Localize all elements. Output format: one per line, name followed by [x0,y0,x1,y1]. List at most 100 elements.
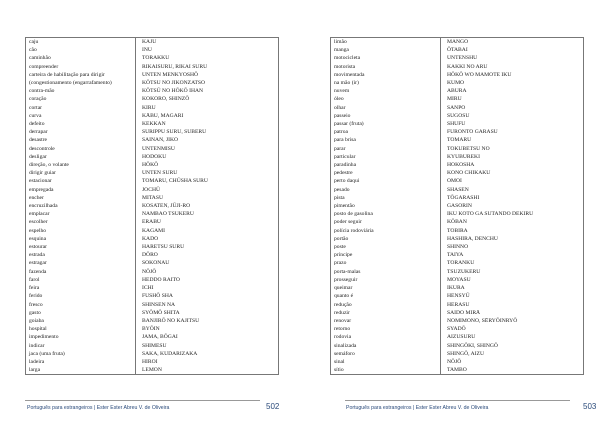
japanese-term: KŌTSU NO JIKONZATSO [142,80,206,87]
japanese-term: KAGAMI [142,227,165,234]
japanese-term: TOMARU [447,137,472,144]
table-row: ladeira HIROI [25,357,279,367]
table-row: feira ICHI [25,284,279,293]
footer-text: Português para estrangeiros | Ester Este… [346,405,489,411]
japanese-term: SHASEN [447,186,469,193]
table-row: (congestionamento (engarrafamento) KŌTSU … [25,79,279,88]
table-row: paradinha HOKOSHA [330,161,584,170]
japanese-term: KŌBAN [447,219,467,226]
table-row: hospital BYŌIN [25,325,279,334]
portuguese-term: sinalizada [330,341,441,350]
portuguese-term: encher [25,193,136,203]
japanese-term: IKU KOTO GA SUTANDO DEKIRU [447,211,534,218]
page-number: 502 [266,402,280,411]
japanese-term: SYADŌ [447,326,466,333]
portuguese-term: porta-malas [330,267,441,276]
japanese-term: JOCHŪ [142,186,161,193]
portuguese-term: paradinha [330,161,441,170]
table-row: caju KAJU [25,37,279,47]
table-row: passar (fruta) SHUFU [330,120,584,129]
portuguese-term: impedimento [25,333,136,342]
japanese-term: KAKKI NO ARU [447,63,488,70]
table-row: patroa FURONTO GARASU [330,128,584,137]
portuguese-term: dirigir guiar [25,169,136,178]
portuguese-term: emplacar [25,210,136,219]
japanese-term: KADO [142,235,159,242]
portuguese-term: poder seguir [330,218,441,227]
japanese-term: TSUZUKERU [447,268,481,275]
japanese-term: SAINAN, JIKO [142,137,179,144]
table-row: farol HEDDO RAITO [25,275,279,285]
japanese-term: SOKONAU [142,260,170,267]
table-row: encruzilhada KOSATEN, JŪJI-RO [25,202,279,211]
japanese-term: NŌJŌ [447,358,462,365]
portuguese-term: desligar [25,152,136,162]
table-row: defeito KEKKAN [25,120,279,129]
japanese-term: ERABU [142,219,161,226]
japanese-term: HASHIRA, DENCHU [447,235,498,242]
portuguese-term: fazenda [25,267,136,276]
table-row: pimentão GASORIN [330,202,584,211]
portuguese-term: ladeira [25,357,136,367]
table-row: passeio SUGOSU [330,111,584,121]
table-row: rodovia AIZUSURU [330,333,584,342]
portuguese-term: sinal [330,357,441,367]
table-row: pesado SHASEN [330,185,584,194]
japanese-term: HERASU [447,301,470,308]
table-row: estrada DŌRO [25,251,279,260]
table-row: queimar IKURA [330,284,584,293]
japanese-term: LEMON [142,367,162,374]
portuguese-term: derrapar [25,128,136,137]
japanese-term: BYŌIN [142,326,160,333]
japanese-term: SANPO [447,104,466,111]
japanese-term: BANJIRŌ NO KAJITSU [142,317,200,324]
portuguese-term: estrada [25,251,136,260]
japanese-term: RIKAISURU, RIKAI SURU [142,63,208,70]
portuguese-term: empregada [25,185,136,194]
japanese-term: UNTENMISU [142,145,175,152]
japanese-term: NAMBAO TSUKERU [142,211,194,218]
table-row: coração KOKORO, SHINZŌ [25,95,279,104]
portuguese-term: portão [330,234,441,244]
table-row: renovar NOMIMONO, SĒRYŌINRYŌ [330,316,584,326]
portuguese-term: retorno [330,325,441,334]
portuguese-term: rodovia [330,333,441,342]
japanese-term: TŌGARASHI [447,194,480,201]
portuguese-term: goiaba [25,316,136,326]
table-row: portão HASHIRA, DENCHU [330,234,584,244]
portuguese-term: carteira de habilitação para dirigir [25,70,136,80]
portuguese-term: pedestre [330,169,441,178]
table-row: poste SHINNO [330,243,584,252]
japanese-term: NŌJŌ [142,268,157,275]
portuguese-term: estacionar [25,177,136,186]
japanese-term: KŌTSŪ NO HŌKŌ IHAN [142,88,204,95]
portuguese-term: descontrole [25,144,136,153]
vocabulary-table: caju KAJU cão INU caminhão TORAKKU compreender… [25,37,279,376]
portuguese-term: feira [25,284,136,293]
table-row: dirigir guiar UNTEN SURU [25,169,279,178]
portuguese-term: quanto é [330,292,441,301]
footer-divider [25,400,260,401]
portuguese-term: espelho [25,226,136,235]
portuguese-term: sítio [330,366,441,375]
japanese-term: TORAKKU [142,55,170,62]
japanese-term: TOMARU, CHŪSHA SURU [142,178,208,185]
table-row: descontrole UNTENMISU [25,144,279,153]
table-row: emplacar NAMBAO TSUKERU [25,210,279,219]
japanese-term: KEKKAN [142,121,166,128]
table-row: empregada JOCHŪ [25,185,279,194]
table-row: cão INU [25,46,279,55]
table-row: encher MITASU [25,193,279,203]
table-row: limão MANGO [330,37,584,47]
japanese-term: HŌKŌ WO MAMOTE IKU [447,71,512,78]
japanese-term: UNTENSHU [447,55,478,62]
right-page: limão MANGO manga ŌTABAI motocicleta UNTENSHU… [300,0,600,424]
table-row: manga ŌTABAI [330,46,584,55]
japanese-term: KAJU [142,39,157,45]
japanese-term: GASORIN [447,203,472,210]
table-row: sítio TAMBO [330,366,584,375]
japanese-term: HODOKU [142,153,167,160]
portuguese-term: parar [330,144,441,153]
table-row: pedestre KONO CHIKAKU [330,169,584,178]
portuguese-term: olhar [330,103,441,112]
